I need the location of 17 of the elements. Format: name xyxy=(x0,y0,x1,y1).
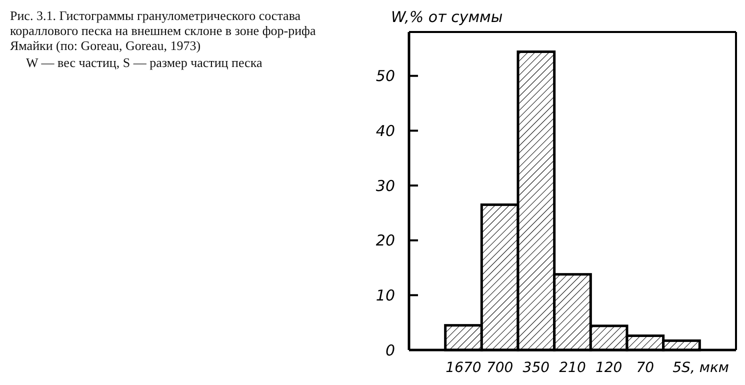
text: W — вес частиц, S — размер частиц песка xyxy=(26,55,262,70)
x-tick-label: 70 xyxy=(636,360,654,376)
y-tick-label: 10 xyxy=(376,286,395,304)
y-tick-label: 40 xyxy=(376,122,395,140)
y-tick-label: 50 xyxy=(376,67,395,86)
y-axis-title: W,% от суммы xyxy=(391,8,503,26)
x-tick-label: 210 xyxy=(559,360,586,376)
x-tick-label: 700 xyxy=(486,360,514,376)
x-tick-label: 1670 xyxy=(446,360,482,376)
x-axis-title: , мкм xyxy=(690,360,730,376)
x-tick-label: 350 xyxy=(522,360,550,376)
y-tick-label: 30 xyxy=(376,176,395,195)
text: Рис. 3.1. Гистограммы гранулометрического состава кораллового песка на внешнем склоне в зоне фор-рифа Ямайки (по: Goreau, Goreau, 1973) xyxy=(10,8,316,53)
x-tick-label: 5S xyxy=(672,360,691,376)
y-tick-label: 0 xyxy=(385,341,395,360)
x-tick-label: 120 xyxy=(595,360,622,376)
y-tick-label: 20 xyxy=(376,232,395,250)
